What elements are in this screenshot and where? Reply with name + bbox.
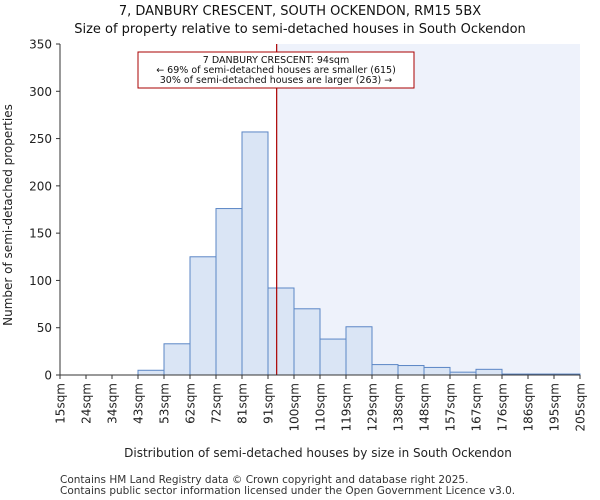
- x-tick-label: 148sqm: [418, 383, 432, 431]
- x-tick-label: 24sqm: [80, 383, 94, 424]
- x-tick-label: 138sqm: [392, 383, 406, 431]
- footer-licence: Contains public sector information licen…: [60, 485, 516, 497]
- bar-100sqm: [293, 308, 321, 376]
- larger-region-shade: [276, 44, 580, 375]
- chart-title-address: 7, DANBURY CRESCENT, SOUTH OCKENDON, RM1…: [118, 4, 482, 19]
- x-tick-label: 205sqm: [574, 383, 588, 431]
- bar-91sqm: [267, 287, 295, 376]
- y-tick-label: 0: [44, 369, 52, 383]
- bar-110sqm: [319, 338, 347, 376]
- x-tick-label: 81sqm: [236, 383, 250, 424]
- footer-copyright: Contains HM Land Registry data © Crown c…: [60, 474, 469, 486]
- x-tick-label: 186sqm: [522, 383, 536, 431]
- y-tick-label: 150: [29, 227, 52, 241]
- bar-43sqm: [137, 369, 165, 376]
- x-tick-label: 167sqm: [470, 383, 484, 431]
- x-tick-label: 129sqm: [366, 383, 380, 431]
- y-tick-label: 250: [29, 132, 52, 146]
- y-tick-label: 350: [29, 38, 52, 52]
- annotation-line3: 30% of semi-detached houses are larger (…: [160, 75, 393, 86]
- bar-129sqm: [371, 364, 399, 376]
- x-tick-label: 15sqm: [54, 383, 68, 424]
- x-tick-label: 119sqm: [340, 383, 354, 431]
- x-tick-label: 53sqm: [158, 383, 172, 424]
- y-tick-label: 300: [29, 85, 52, 99]
- annotation-line1: 7 DANBURY CRESCENT: 94sqm: [203, 55, 349, 66]
- x-tick-label: 62sqm: [184, 383, 198, 424]
- bar-119sqm: [345, 326, 373, 376]
- x-tick-label: 91sqm: [262, 383, 276, 424]
- x-tick-label: 195sqm: [548, 383, 562, 431]
- x-tick-label: 176sqm: [496, 383, 510, 431]
- bar-167sqm: [475, 368, 503, 376]
- x-tick-label: 34sqm: [106, 383, 120, 424]
- bar-81sqm: [241, 131, 269, 376]
- y-tick-label: 100: [29, 274, 52, 288]
- x-tick-label: 100sqm: [288, 383, 302, 431]
- bar-138sqm: [397, 365, 425, 376]
- bar-148sqm: [423, 366, 451, 376]
- annotation-line2: ← 69% of semi-detached houses are smalle…: [156, 65, 396, 76]
- y-tick-label: 200: [29, 179, 52, 193]
- y-tick-label: 50: [37, 321, 52, 335]
- y-axis-label: Number of semi-detached properties: [1, 104, 15, 326]
- x-tick-label: 43sqm: [132, 383, 146, 424]
- annotation-box: [137, 51, 415, 89]
- x-axis-label: Distribution of semi-detached houses by …: [124, 446, 512, 460]
- x-tick-label: 110sqm: [314, 383, 328, 431]
- chart-title: Size of property relative to semi-detach…: [74, 22, 526, 37]
- x-tick-label: 157sqm: [444, 383, 458, 431]
- bar-72sqm: [215, 208, 243, 376]
- x-tick-label: 72sqm: [210, 383, 224, 424]
- bar-62sqm: [189, 256, 217, 376]
- bar-53sqm: [163, 343, 191, 376]
